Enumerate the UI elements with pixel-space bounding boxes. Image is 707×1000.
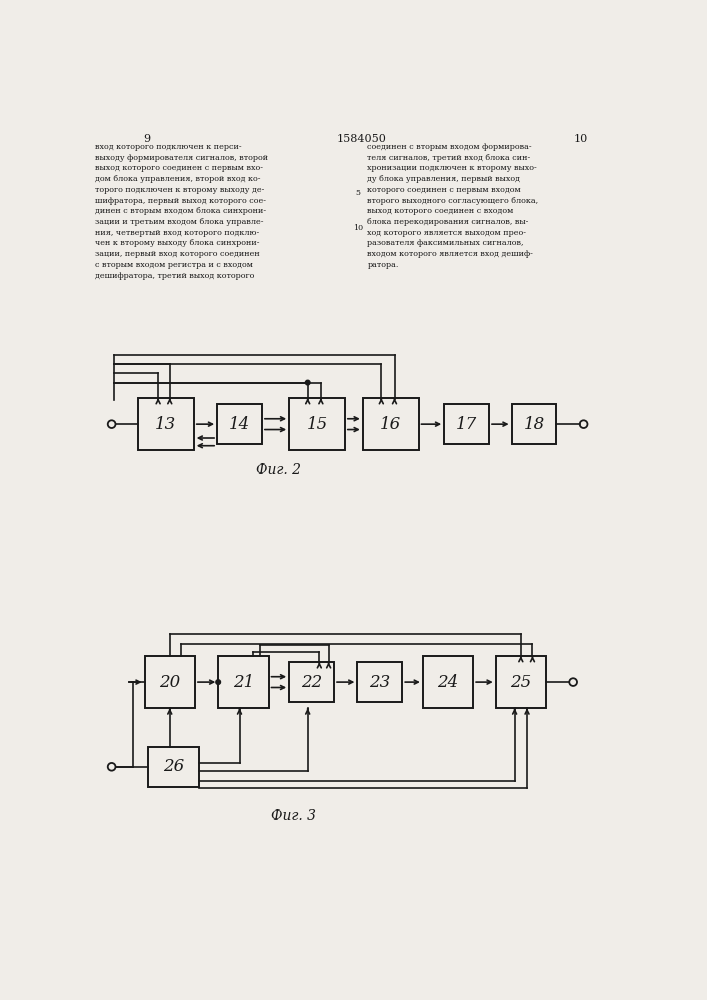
Bar <box>148 747 199 787</box>
Bar <box>217 404 262 444</box>
Text: 13: 13 <box>156 416 177 433</box>
Text: 14: 14 <box>229 416 250 433</box>
Bar <box>444 404 489 444</box>
Text: 24: 24 <box>438 674 459 691</box>
Bar <box>363 398 419 450</box>
Text: 1584050: 1584050 <box>337 134 387 144</box>
Text: 26: 26 <box>163 758 185 775</box>
Text: Фиг. 2: Фиг. 2 <box>256 463 300 477</box>
Bar <box>138 398 194 450</box>
Bar <box>218 656 269 708</box>
Text: 18: 18 <box>523 416 544 433</box>
Text: 10: 10 <box>573 134 588 144</box>
Text: 21: 21 <box>233 674 254 691</box>
Text: 16: 16 <box>380 416 402 433</box>
Bar <box>512 404 556 444</box>
Text: 20: 20 <box>159 674 180 691</box>
Circle shape <box>216 680 221 684</box>
Bar <box>423 656 473 708</box>
Text: соединен с вторым входом формирова-
теля сигналов, третий вход блока син-
хрониз: соединен с вторым входом формирова- теля… <box>368 143 539 269</box>
Text: 25: 25 <box>510 674 532 691</box>
Text: 22: 22 <box>301 674 322 691</box>
Bar <box>289 662 334 702</box>
Text: 17: 17 <box>456 416 477 433</box>
Text: 5: 5 <box>356 189 361 197</box>
Bar <box>496 656 546 708</box>
Bar <box>144 656 195 708</box>
Bar <box>289 398 345 450</box>
Text: 15: 15 <box>306 416 327 433</box>
Text: вход которого подключен к перси-
выходу формирователя сигналов, второй
выход кот: вход которого подключен к перси- выходу … <box>95 143 268 279</box>
Circle shape <box>305 380 310 385</box>
Text: Фиг. 3: Фиг. 3 <box>271 809 316 823</box>
Text: 9: 9 <box>143 134 150 144</box>
Bar <box>357 662 402 702</box>
Text: 23: 23 <box>369 674 390 691</box>
Text: 10: 10 <box>353 224 363 232</box>
